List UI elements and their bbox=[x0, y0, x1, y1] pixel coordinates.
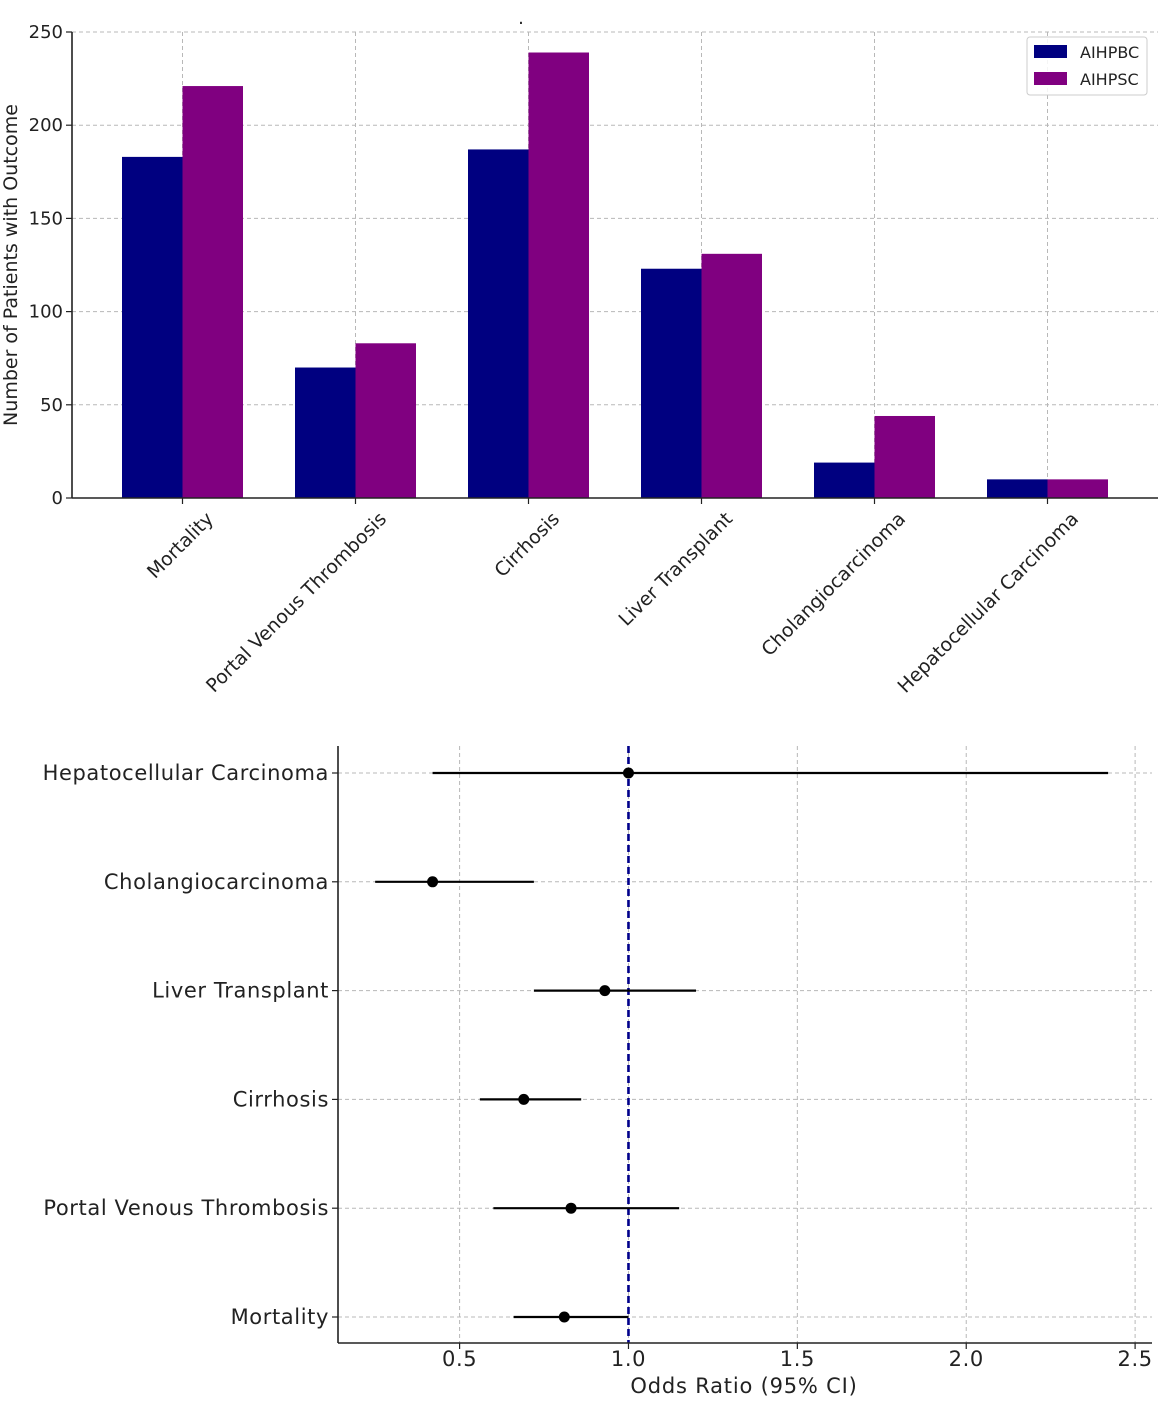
forest-y-tick-label-liver-transplant: Liver Transplant bbox=[152, 979, 329, 1003]
forest-plot-y-ticks: Mortality Portal Venous Thrombosis Cirrhos… bbox=[43, 761, 338, 1329]
or-point-cirrhosis bbox=[518, 1093, 530, 1105]
forest-y-tick-label-cholangiocarcinoma: Cholangiocarcinoma bbox=[104, 870, 329, 894]
forest-x-tick-label-2-5: 2.5 bbox=[1118, 1347, 1153, 1371]
bar-chart-axes bbox=[71, 32, 1158, 499]
legend-swatch-aihpsc bbox=[1034, 72, 1067, 85]
forest-plot-x-axis-label: Odds Ratio (95% CI) bbox=[630, 1374, 857, 1398]
bar-aihpsc-cholangiocarcinoma bbox=[874, 415, 935, 498]
bar-aihpbc-hepatocellular-carcinoma bbox=[987, 479, 1048, 498]
bar-y-tick-label-150: 150 bbox=[29, 208, 63, 229]
bar-x-tick-label-hepatocellular-carcinoma: Hepatocellular Carcinoma bbox=[893, 508, 1083, 698]
forest-plot-marks bbox=[375, 767, 1109, 1323]
bar-x-tick-label-cholangiocarcinoma: Cholangiocarcinoma bbox=[757, 508, 910, 661]
bar-y-tick-label-200: 200 bbox=[29, 115, 63, 136]
bar-x-tick-label-cirrhosis: Cirrhosis bbox=[490, 508, 564, 582]
or-point-mortality bbox=[558, 1311, 570, 1323]
bar-aihpsc-cirrhosis bbox=[528, 52, 589, 499]
or-point-hepatocellular-carcinoma bbox=[622, 767, 634, 779]
bar-y-tick-label-100: 100 bbox=[29, 302, 63, 323]
bar-y-tick-label-250: 250 bbox=[29, 22, 63, 43]
bar-aihpsc-mortality bbox=[182, 86, 243, 498]
forest-y-tick-label-portal-venous-thrombosis: Portal Venous Thrombosis bbox=[43, 1196, 329, 1220]
legend-label-aihpsc: AIHPSC bbox=[1080, 70, 1139, 89]
bar-aihpbc-portal-venous-thrombosis bbox=[295, 367, 356, 498]
bar-chart-legend: AIHPBC AIHPSC bbox=[1026, 36, 1148, 96]
forest-x-tick-label-0-5: 0.5 bbox=[442, 1347, 477, 1371]
bar-x-tick-label-mortality: Mortality bbox=[143, 508, 218, 583]
bar-x-tick-label-portal-venous-thrombosis: Portal Venous Thrombosis bbox=[202, 508, 391, 697]
bar-y-tick-label-50: 50 bbox=[40, 395, 63, 416]
forest-x-tick-label-1-0: 1.0 bbox=[611, 1347, 646, 1371]
forest-plot: Mortality Portal Venous Thrombosis Cirrhos… bbox=[43, 746, 1153, 1398]
forest-plot-axes bbox=[337, 746, 1152, 1344]
bar-chart-y-ticks: 0 50 100 150 200 250 bbox=[29, 22, 72, 509]
bar-chart-y-axis-label: Number of Patients with Outcome bbox=[0, 104, 22, 426]
bar-aihpsc-hepatocellular-carcinoma bbox=[1047, 479, 1108, 498]
bar-chart-bars bbox=[122, 52, 1108, 499]
bar-aihpsc-portal-venous-thrombosis bbox=[355, 343, 416, 498]
forest-y-tick-label-cirrhosis: Cirrhosis bbox=[233, 1087, 329, 1111]
forest-plot-gridlines bbox=[338, 746, 1152, 1343]
or-point-portal-venous-thrombosis bbox=[565, 1202, 577, 1214]
legend-label-aihpbc: AIHPBC bbox=[1080, 43, 1139, 62]
bar-aihpsc-liver-transplant bbox=[701, 253, 762, 498]
bar-y-tick-label-0: 0 bbox=[52, 488, 63, 509]
forest-y-tick-label-mortality: Mortality bbox=[231, 1305, 329, 1329]
forest-x-tick-label-2-0: 2.0 bbox=[949, 1347, 984, 1371]
or-point-cholangiocarcinoma bbox=[427, 876, 439, 888]
bar-aihpbc-cirrhosis bbox=[468, 149, 529, 498]
forest-x-tick-label-1-5: 1.5 bbox=[780, 1347, 815, 1371]
bar-aihpbc-cholangiocarcinoma bbox=[814, 462, 875, 498]
or-point-liver-transplant bbox=[599, 985, 611, 997]
forest-plot-x-ticks: 0.5 1.0 1.5 2.0 2.5 bbox=[442, 1343, 1153, 1371]
bar-aihpbc-mortality bbox=[122, 156, 183, 498]
bar-x-tick-label-liver-transplant: Liver Transplant bbox=[614, 508, 737, 631]
forest-y-tick-label-hepatocellular-carcinoma: Hepatocellular Carcinoma bbox=[43, 761, 329, 785]
legend-swatch-aihpbc bbox=[1034, 45, 1067, 58]
bar-aihpbc-liver-transplant bbox=[641, 268, 702, 498]
bar-chart-title: . bbox=[518, 8, 524, 29]
